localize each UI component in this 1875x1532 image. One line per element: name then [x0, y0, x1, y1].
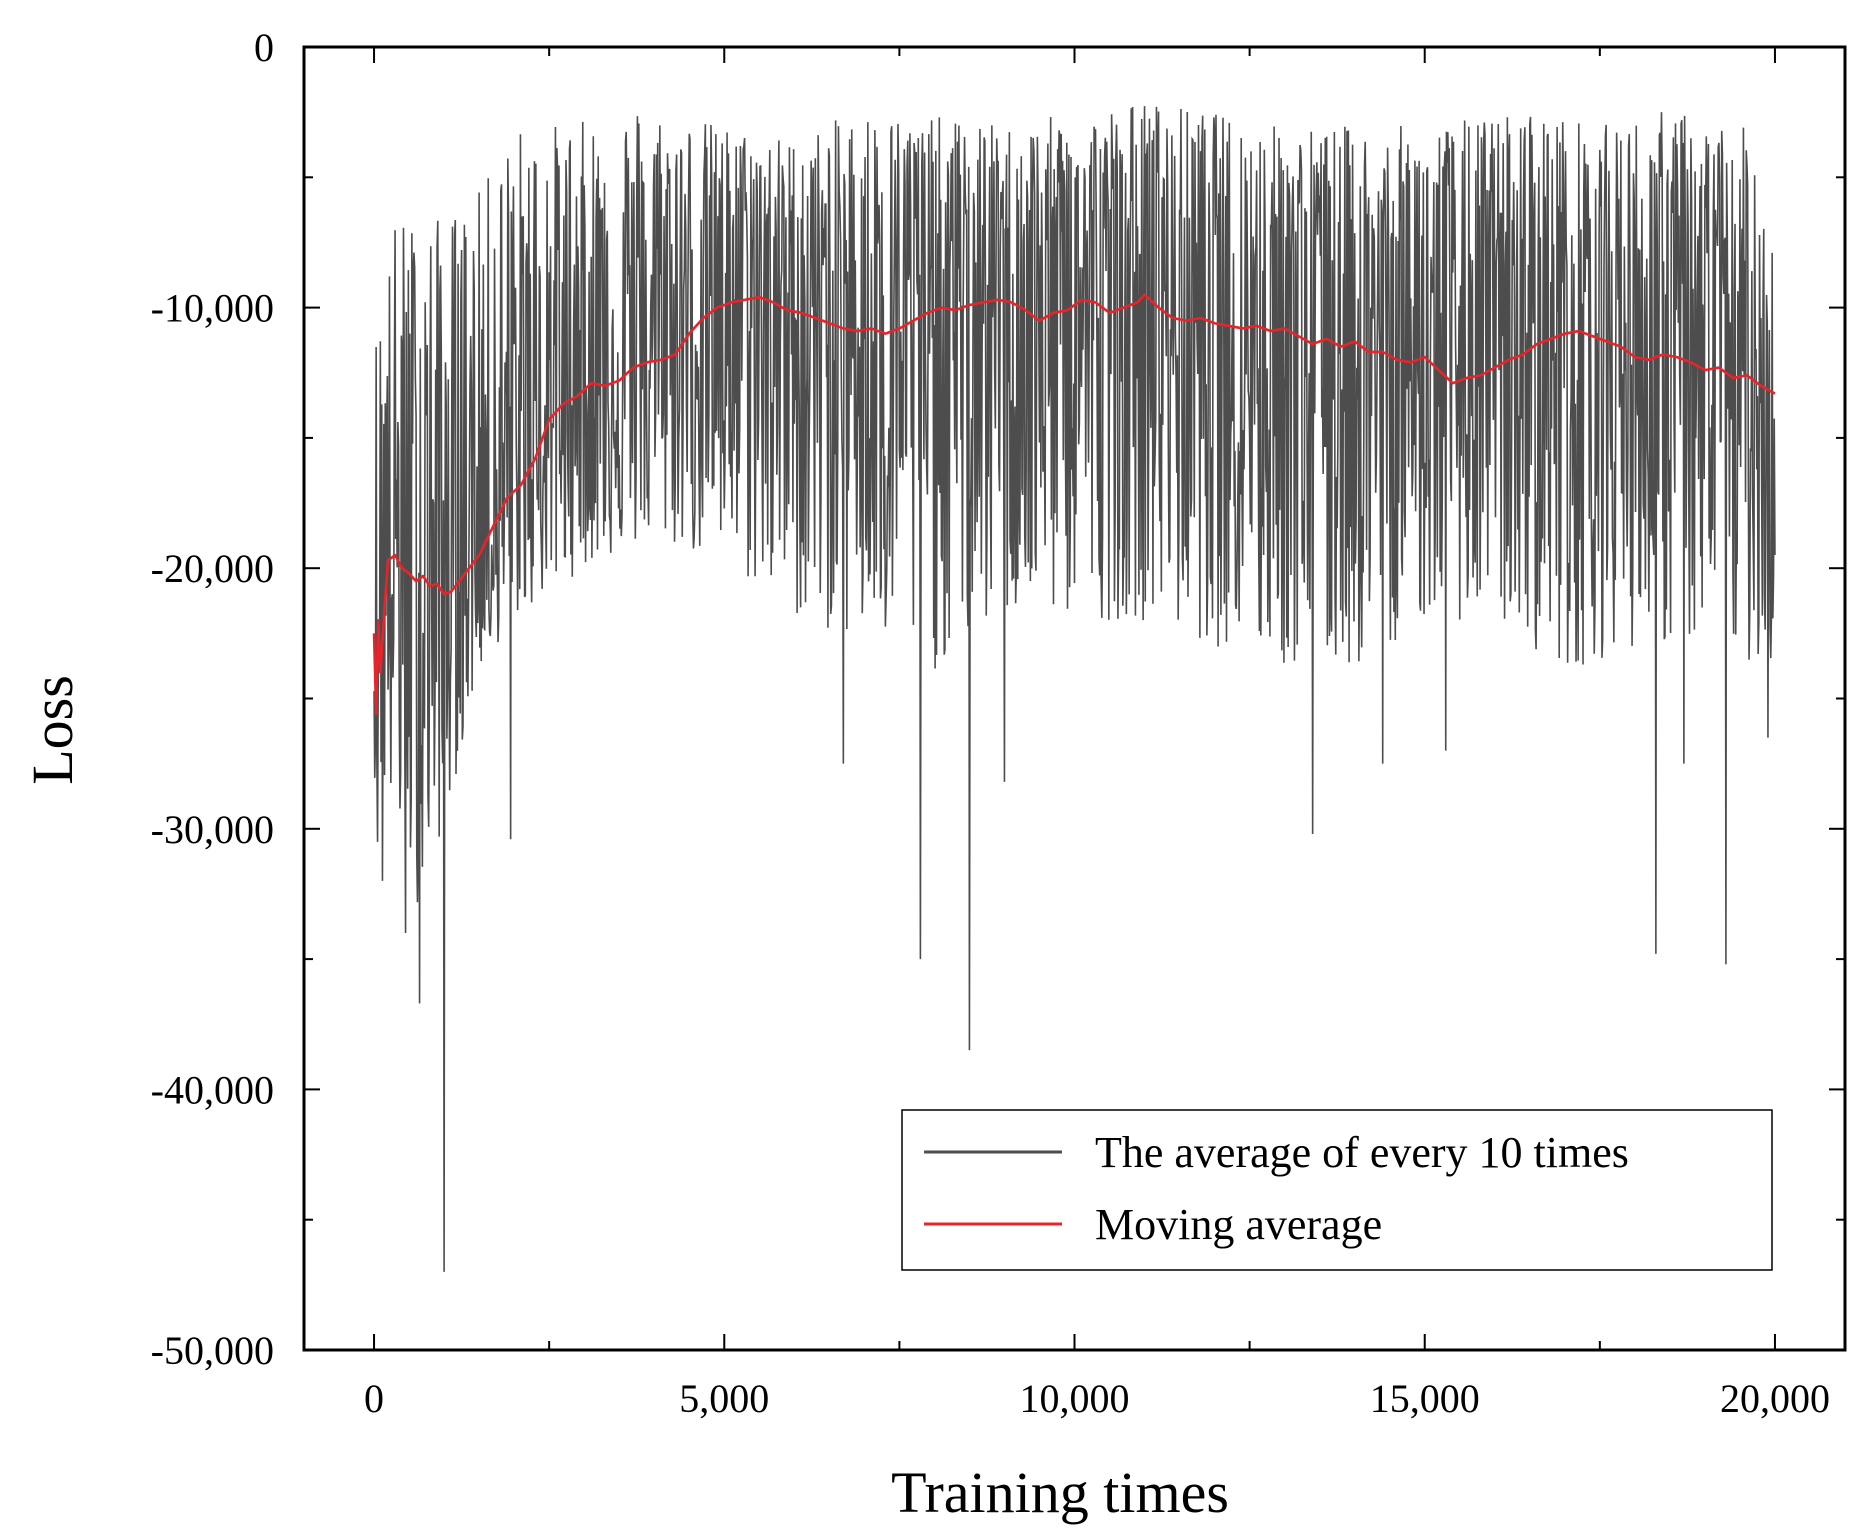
- x-tick-label: 10,000: [1020, 1376, 1130, 1421]
- y-tick-label: -20,000: [151, 546, 274, 591]
- x-tick-label: 0: [364, 1376, 384, 1421]
- y-tick-label: -30,000: [151, 807, 274, 852]
- legend-box: [901, 1109, 1773, 1271]
- legend-label-moving-average: Moving average: [1095, 1200, 1382, 1249]
- x-tick-label: 5,000: [679, 1376, 769, 1421]
- legend-label-raw: The average of every 10 times: [1095, 1128, 1629, 1177]
- legend: The average of every 10 times Moving ave…: [901, 1109, 1773, 1271]
- y-tick-label: -50,000: [151, 1328, 274, 1373]
- y-axis-title: Loss: [20, 675, 85, 785]
- x-tick-label: 15,000: [1370, 1376, 1480, 1421]
- x-axis-title: Training times: [891, 1460, 1229, 1525]
- x-tick-label: 20,000: [1720, 1376, 1830, 1421]
- y-tick-label: 0: [254, 25, 274, 70]
- series-line-moving-average: [372, 293, 1776, 716]
- ticks-layer: 0 5,000 10,000 15,000 20,000 0 -10,000 -20,000 -…: [151, 25, 1845, 1421]
- series-line-raw: [373, 106, 1776, 1272]
- y-tick-label: -40,000: [151, 1067, 274, 1112]
- y-tick-label: -10,000: [151, 286, 274, 331]
- plot-area: [372, 106, 1776, 1272]
- series-layer: [372, 106, 1776, 1272]
